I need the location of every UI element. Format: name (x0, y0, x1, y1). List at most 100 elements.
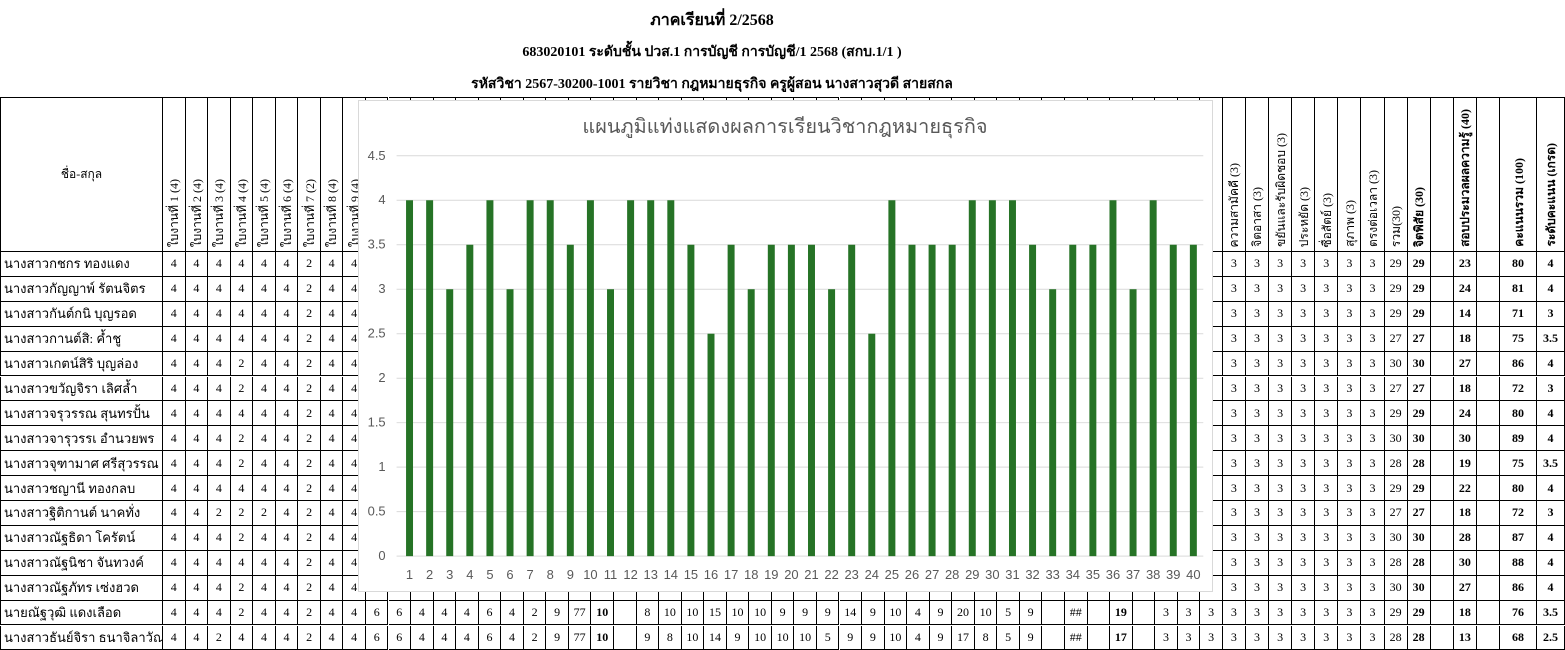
score-cell[interactable]: 5 (816, 625, 840, 650)
summary-score-cell[interactable] (1430, 326, 1454, 352)
worksheet-score-cell[interactable]: 4 (185, 501, 209, 526)
summary-score-cell[interactable]: 68 (1500, 625, 1537, 650)
summary-score-cell[interactable]: 3 (1245, 476, 1270, 501)
worksheet-score-cell[interactable]: 2 (298, 625, 321, 650)
summary-score-cell[interactable]: 3 (1315, 351, 1339, 377)
summary-score-cell[interactable]: 3 (1222, 451, 1246, 477)
summary-score-cell[interactable]: 3 (1361, 426, 1385, 452)
summary-score-cell[interactable]: 28 (1453, 525, 1477, 551)
score-cell[interactable]: 19 (1110, 600, 1133, 626)
summary-score-cell[interactable]: 28 (1384, 625, 1408, 650)
summary-score-cell[interactable]: 3 (1292, 550, 1316, 576)
worksheet-score-cell[interactable]: 2 (298, 276, 321, 302)
summary-score-cell[interactable]: 3 (1338, 451, 1362, 477)
summary-score-cell[interactable]: 86 (1500, 575, 1537, 601)
student-name-cell[interactable]: นางสาวณัฐนิชา จันทวงค์ (0, 550, 163, 576)
worksheet-score-cell[interactable]: 4 (163, 625, 186, 650)
summary-score-cell[interactable]: 4 (1537, 426, 1565, 452)
worksheet-score-cell[interactable]: 4 (253, 252, 276, 277)
summary-score-cell[interactable]: 3 (1269, 376, 1293, 402)
worksheet-score-cell[interactable]: 4 (208, 600, 231, 626)
worksheet-score-cell[interactable]: 4 (230, 276, 254, 302)
score-cell[interactable]: 9 (726, 625, 750, 650)
score-cell[interactable]: 9 (929, 600, 953, 626)
summary-score-cell[interactable]: 3 (1292, 625, 1316, 650)
worksheet-score-cell[interactable]: 4 (185, 301, 209, 327)
worksheet-score-cell[interactable]: 4 (253, 476, 276, 501)
summary-score-cell[interactable]: 3 (1338, 276, 1362, 302)
summary-score-cell[interactable] (1430, 426, 1454, 452)
score-cell[interactable]: 4 (456, 625, 479, 650)
worksheet-score-cell[interactable]: 4 (320, 476, 344, 501)
score-cell[interactable]: 10 (681, 600, 705, 626)
summary-score-cell[interactable]: 3 (1222, 575, 1246, 601)
score-cell[interactable]: 9 (862, 625, 885, 650)
summary-score-cell[interactable]: 3 (1338, 401, 1362, 427)
worksheet-score-cell[interactable]: 4 (275, 525, 299, 551)
score-cell[interactable]: 3 (1200, 600, 1223, 626)
worksheet-score-cell[interactable]: 4 (275, 351, 299, 377)
summary-score-cell[interactable]: 27 (1453, 575, 1477, 601)
score-cell[interactable]: 4 (907, 625, 930, 650)
worksheet-score-cell[interactable]: 4 (253, 426, 276, 452)
summary-score-cell[interactable]: 18 (1453, 600, 1477, 626)
summary-score-cell[interactable]: 3 (1222, 252, 1246, 277)
summary-score-cell[interactable]: 3 (1292, 252, 1316, 277)
score-cell[interactable]: 9 (636, 625, 660, 650)
score-cell[interactable]: ## (1065, 625, 1088, 650)
summary-score-cell[interactable]: 3 (1269, 625, 1293, 650)
worksheet-score-cell[interactable]: 4 (320, 525, 344, 551)
summary-score-cell[interactable] (1476, 351, 1500, 377)
worksheet-score-cell[interactable]: 4 (163, 301, 186, 327)
worksheet-score-cell[interactable]: 4 (320, 252, 344, 277)
summary-score-cell[interactable]: 3 (1361, 525, 1385, 551)
worksheet-score-cell[interactable]: 4 (275, 376, 299, 402)
summary-score-cell[interactable]: 81 (1500, 276, 1537, 302)
summary-score-cell[interactable]: 3 (1222, 600, 1246, 626)
worksheet-score-cell[interactable]: 4 (275, 451, 299, 477)
worksheet-score-cell[interactable]: 4 (185, 600, 209, 626)
worksheet-score-cell[interactable]: 4 (185, 252, 209, 277)
score-cell[interactable]: 10 (884, 600, 908, 626)
summary-score-cell[interactable]: 3 (1292, 600, 1316, 626)
score-cell[interactable]: 6 (388, 600, 412, 626)
summary-score-cell[interactable]: 3 (1245, 376, 1270, 402)
worksheet-score-cell[interactable]: 4 (163, 600, 186, 626)
score-cell[interactable]: 10 (591, 600, 614, 626)
score-cell[interactable]: 10 (794, 625, 817, 650)
score-cell[interactable]: 9 (839, 625, 863, 650)
summary-score-cell[interactable]: 29 (1407, 401, 1431, 427)
worksheet-score-cell[interactable]: 4 (163, 550, 186, 576)
worksheet-score-cell[interactable]: 2 (208, 501, 231, 526)
summary-score-cell[interactable]: 3 (1222, 376, 1246, 402)
summary-score-cell[interactable]: 3 (1315, 426, 1339, 452)
score-cell[interactable]: 5 (997, 600, 1020, 626)
worksheet-score-cell[interactable]: 4 (275, 625, 299, 650)
summary-score-cell[interactable]: 27 (1384, 376, 1408, 402)
summary-score-cell[interactable]: 3 (1292, 501, 1316, 526)
worksheet-score-cell[interactable]: 4 (253, 575, 276, 601)
worksheet-score-cell[interactable]: 4 (208, 301, 231, 327)
worksheet-score-cell[interactable]: 4 (208, 376, 231, 402)
score-cell[interactable]: 4 (411, 625, 434, 650)
worksheet-score-cell[interactable]: 4 (320, 625, 344, 650)
score-cell[interactable]: 15 (704, 600, 727, 626)
score-cell[interactable]: 4 (501, 600, 524, 626)
student-name-cell[interactable]: นางสาวฐิติกานต์ นาคทั่ง (0, 501, 163, 526)
student-name-cell[interactable]: นางสาวกันต์กนิ บุญรอด (0, 301, 163, 327)
summary-score-cell[interactable]: 4 (1537, 276, 1565, 302)
summary-score-cell[interactable]: 3 (1338, 525, 1362, 551)
worksheet-score-cell[interactable]: 4 (343, 600, 366, 626)
score-cell[interactable]: 10 (884, 625, 908, 650)
score-cell[interactable] (614, 600, 637, 626)
score-cell[interactable]: 10 (771, 625, 795, 650)
summary-score-cell[interactable]: 3 (1222, 401, 1246, 427)
summary-score-cell[interactable] (1476, 301, 1500, 327)
worksheet-score-cell[interactable]: 4 (185, 625, 209, 650)
worksheet-score-cell[interactable]: 2 (230, 376, 254, 402)
summary-score-cell[interactable]: 3 (1315, 525, 1339, 551)
summary-score-cell[interactable]: 3 (1292, 575, 1316, 601)
worksheet-score-cell[interactable]: 4 (253, 451, 276, 477)
summary-score-cell[interactable]: 3 (1269, 276, 1293, 302)
summary-score-cell[interactable]: 18 (1453, 376, 1477, 402)
